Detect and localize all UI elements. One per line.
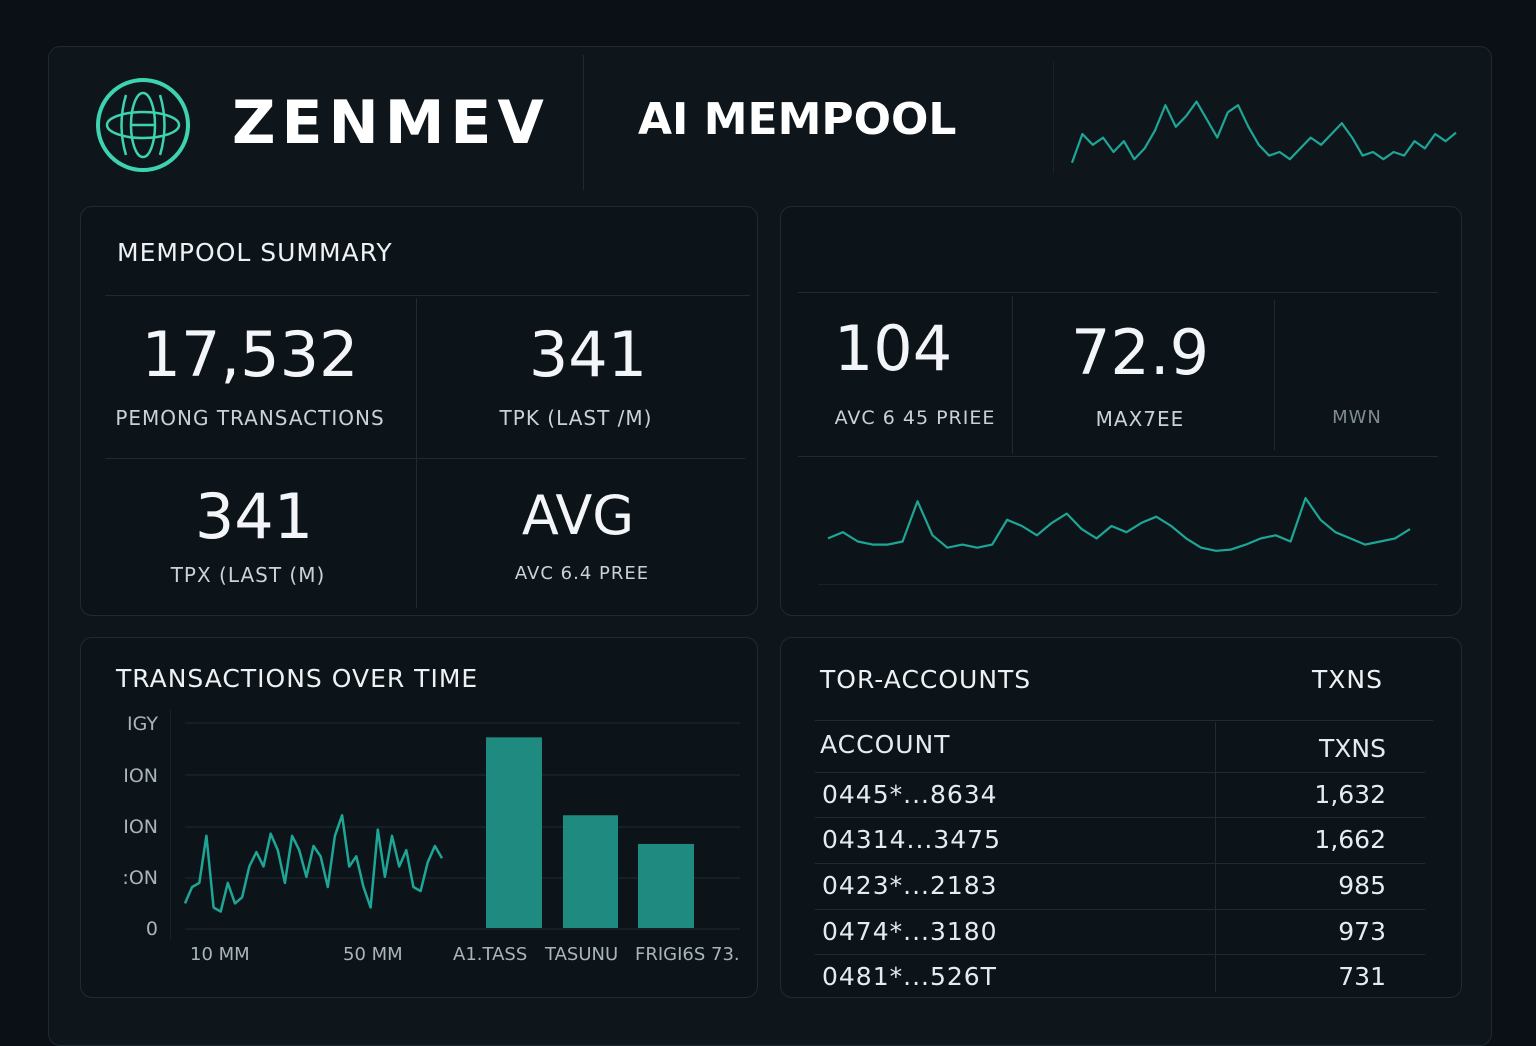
avg-label: AVC 6.4 PREE: [514, 563, 650, 584]
tpx-value: 341: [194, 480, 314, 553]
column-divider: [1215, 722, 1216, 992]
row-divider: [815, 954, 1425, 955]
max-fee-label: MAX7EE: [1095, 407, 1185, 431]
y-tick-label: 0: [145, 918, 158, 940]
y-axis-line: [170, 710, 171, 940]
divider: [1012, 296, 1013, 454]
avg-fee-label: AVC 6 45 PRIEE: [834, 407, 996, 429]
chart-title: TRANSACTIONS OVER TIME: [116, 664, 479, 693]
bar-category-label: TASUNU: [545, 944, 619, 965]
column-header-account[interactable]: ACCOUNT: [820, 730, 951, 759]
x-tick-label: 50 MM: [343, 944, 403, 965]
transactions-line: [183, 814, 444, 913]
mempool-summary-card: [80, 206, 758, 616]
account-address[interactable]: 0423*...2183: [822, 871, 998, 900]
account-txns: 731: [1338, 962, 1386, 991]
header-sparkline-line: [1070, 100, 1457, 164]
fees-card: [780, 206, 1462, 616]
bar-category-label: A1.TASS: [453, 944, 528, 965]
pending-transactions-value: 17,532: [141, 318, 359, 391]
column-header-txns[interactable]: TXNS: [1319, 734, 1386, 763]
bar-1: [563, 815, 618, 928]
transactions-chart-card: [80, 637, 758, 998]
y-tick-label: ION: [123, 816, 158, 838]
max-fee-value: 72.9: [1070, 316, 1210, 389]
row-divider: [815, 909, 1425, 910]
transactions-chart: [183, 722, 740, 930]
min-fee-label: MWN: [1332, 407, 1382, 428]
y-tick-label: ION: [123, 765, 158, 787]
summary-title: MEMPOOL SUMMARY: [117, 238, 393, 267]
avg-value: AVG: [521, 484, 635, 547]
divider: [105, 295, 750, 296]
header-sparkline: [1070, 100, 1457, 164]
fees-sparkline-line: [827, 496, 1411, 552]
divider: [798, 292, 1438, 293]
divider: [416, 298, 417, 608]
app-title: AI MEMPOOL: [638, 94, 957, 145]
account-txns: 973: [1338, 917, 1386, 946]
bar-2: [638, 843, 694, 928]
divider: [815, 720, 1433, 721]
divider: [1274, 300, 1275, 450]
x-tick-label: 10 MM: [190, 944, 250, 965]
tps-label: TPK (LAST /M): [499, 406, 653, 430]
chart-baseline: [818, 584, 1438, 585]
tpx-label: TPX (LAST (M): [170, 563, 326, 587]
row-divider: [815, 863, 1425, 864]
accounts-title-right: TXNS: [1312, 665, 1383, 694]
accounts-title: TOR-ACCOUNTS: [820, 665, 1032, 694]
logo-globe-icon: [96, 78, 190, 172]
pending-transactions-label: PEMONG TRANSACTIONS: [115, 406, 385, 430]
account-address[interactable]: 0481*...526T: [822, 962, 997, 991]
account-address[interactable]: 0445*...8634: [822, 780, 998, 809]
row-divider: [815, 772, 1425, 773]
account-address[interactable]: 0474*...3180: [822, 917, 998, 946]
divider: [798, 456, 1438, 457]
bar-category-label: FRIGI6S 73.: [635, 944, 740, 965]
fees-sparkline: [827, 496, 1411, 552]
y-tick-label: :ON: [122, 867, 158, 889]
tps-value: 341: [528, 318, 648, 391]
account-txns: 985: [1338, 871, 1386, 900]
bar-0: [486, 737, 542, 928]
brand-name: ZENMEV: [232, 88, 550, 158]
account-txns: 1,662: [1314, 825, 1386, 854]
divider: [105, 458, 745, 459]
account-txns: 1,632: [1314, 780, 1386, 809]
account-address[interactable]: 04314...3475: [822, 825, 1001, 854]
header-divider: [583, 55, 584, 190]
sparkline-divider: [1053, 62, 1054, 174]
row-divider: [815, 817, 1425, 818]
y-tick-label: IGY: [127, 713, 158, 735]
avg-fee-value: 104: [833, 312, 953, 385]
